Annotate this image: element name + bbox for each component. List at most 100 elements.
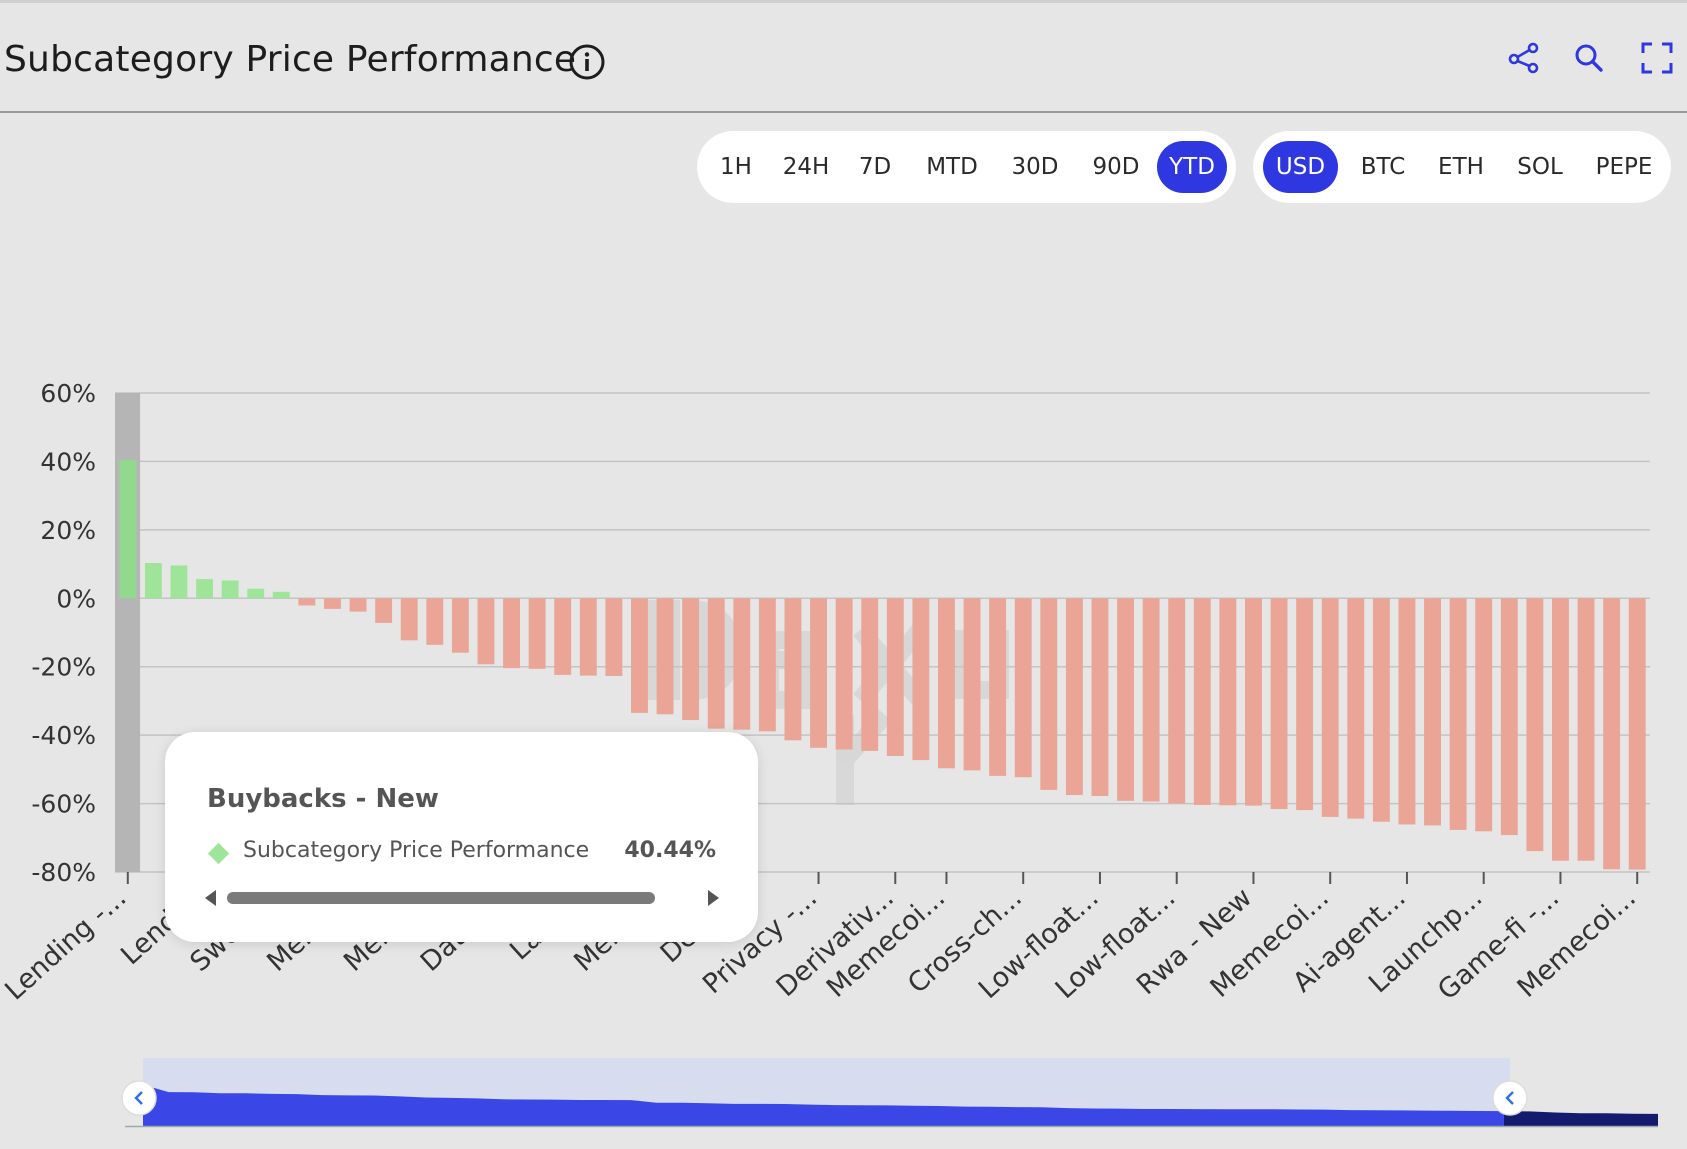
bar (144, 563, 162, 599)
bar (758, 598, 776, 732)
bars[interactable] (119, 459, 1646, 870)
tooltip-scrollbar[interactable] (227, 892, 655, 904)
navigator-series-outside (1503, 1111, 1658, 1126)
info-icon[interactable] (568, 43, 606, 81)
bar (503, 598, 520, 669)
navigator[interactable] (121, 1058, 1658, 1128)
bar (324, 598, 341, 609)
y-tick-label: 0% (56, 584, 96, 613)
y-tick-label: -80% (31, 858, 96, 887)
currency-filter-usd[interactable]: USD (1263, 141, 1338, 193)
bar (375, 598, 393, 623)
bar (1628, 598, 1646, 870)
bar (631, 598, 648, 713)
bar (733, 598, 751, 730)
bar (170, 565, 188, 599)
bar (1040, 598, 1058, 790)
bar (1270, 598, 1288, 810)
y-axis: 60% 40% 20% 0% -20% -40% -60% -80% (31, 379, 96, 887)
bar (1500, 598, 1518, 836)
currency-filter-sol[interactable]: SOL (1517, 154, 1563, 180)
bar (1091, 598, 1109, 797)
tooltip: Buybacks - New Subcategory Price Perform… (165, 732, 758, 942)
currency-filter-pepe[interactable]: PEPE (1595, 154, 1653, 180)
bar (247, 588, 265, 599)
currency-filter-btc[interactable]: BTC (1360, 154, 1406, 180)
share-icon[interactable] (1507, 41, 1541, 75)
bar (810, 598, 827, 748)
tooltip-scroll-left-icon[interactable] (205, 890, 216, 906)
bar (963, 598, 981, 771)
bar (1168, 598, 1186, 804)
bar (861, 598, 879, 751)
y-tick-label: -60% (31, 790, 96, 819)
bar (1449, 598, 1467, 830)
time-filter-90d[interactable]: 90D (1092, 154, 1140, 180)
bar (1577, 598, 1595, 861)
bar (1219, 598, 1237, 806)
fullscreen-icon[interactable] (1640, 41, 1674, 75)
bar (426, 598, 444, 645)
bar (579, 598, 597, 676)
bar (605, 598, 623, 676)
chevron-left-icon (1505, 1091, 1514, 1105)
time-filter-group: 1H 24H 7D MTD 30D 90D YTD (697, 131, 1236, 203)
bar (451, 598, 469, 653)
time-filter-30d[interactable]: 30D (1011, 154, 1059, 180)
bar (1065, 598, 1083, 796)
y-tick-label: 20% (40, 516, 96, 545)
bar (1475, 598, 1493, 832)
time-filter-24h[interactable]: 24H (782, 154, 830, 180)
tooltip-value: 40.44% (624, 838, 716, 863)
page-title: Subcategory Price Performance (4, 39, 577, 80)
bar (784, 598, 802, 741)
navigator-series (143, 1084, 1504, 1126)
bar (1014, 598, 1032, 778)
y-tick-label: -40% (31, 721, 96, 750)
bar (1193, 598, 1211, 805)
tooltip-scroll-right-icon[interactable] (708, 890, 719, 906)
bar (119, 459, 137, 599)
bar (1321, 598, 1339, 817)
y-tick-label: 40% (40, 447, 96, 476)
y-tick-label: 60% (40, 379, 96, 408)
navigator-handle-right (1492, 1080, 1528, 1116)
time-filter-ytd[interactable]: YTD (1157, 141, 1227, 193)
bar (221, 580, 239, 599)
bar (528, 598, 546, 669)
bar (1296, 598, 1314, 811)
bar (1424, 598, 1441, 826)
chevron-left-icon (134, 1091, 143, 1105)
x-tick-label: Lending -... (0, 882, 132, 1006)
bar (1603, 598, 1621, 870)
time-filter-mtd[interactable]: MTD (926, 154, 978, 180)
bar (682, 598, 700, 721)
bar (1142, 598, 1160, 802)
time-filter-7d[interactable]: 7D (858, 154, 892, 180)
bar (989, 598, 1007, 776)
bar (835, 598, 853, 750)
bar (1526, 598, 1544, 852)
time-filter-1h[interactable]: 1H (720, 154, 752, 180)
bar (656, 598, 674, 715)
chart-header: Subcategory Price Performance (0, 3, 1687, 113)
zoom-icon[interactable] (1572, 41, 1606, 75)
navigator-handle-left (121, 1080, 157, 1116)
currency-filter-eth[interactable]: ETH (1438, 154, 1484, 180)
bar (886, 598, 904, 757)
tooltip-series-label: Subcategory Price Performance (243, 838, 590, 863)
bar (196, 579, 213, 599)
bar (912, 598, 930, 761)
bar (1552, 598, 1569, 861)
bar (1117, 598, 1134, 801)
tooltip-title: Buybacks - New (207, 784, 439, 814)
bar (707, 598, 725, 729)
bar (1398, 598, 1416, 825)
y-tick-label: -20% (31, 653, 96, 682)
top-rule (0, 0, 1687, 3)
bar (400, 598, 418, 641)
currency-filter-group: USD BTC ETH SOL PEPE (1253, 131, 1671, 203)
bar (1347, 598, 1365, 819)
bar (298, 598, 316, 606)
